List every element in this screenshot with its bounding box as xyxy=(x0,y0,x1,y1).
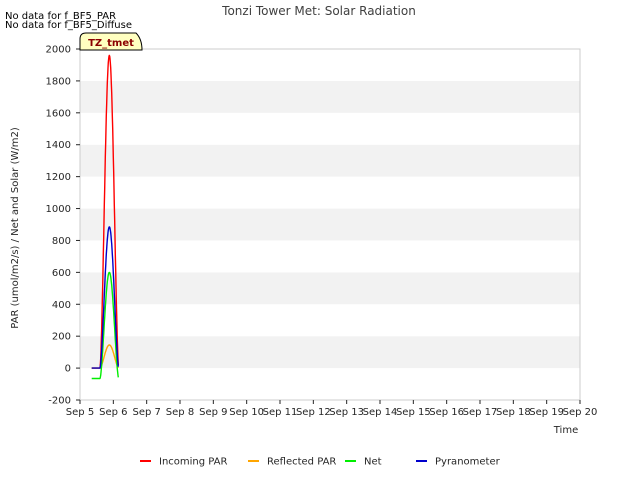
x-tick-label: Sep 17 xyxy=(463,407,498,418)
y-tick-label: 1600 xyxy=(46,108,71,119)
y-tick-label: 1400 xyxy=(46,140,71,151)
series-line-pyranometer xyxy=(91,226,119,369)
grid-band xyxy=(80,304,580,337)
legend-label: Net xyxy=(364,457,382,468)
chart-title: Tonzi Tower Met: Solar Radiation xyxy=(221,4,416,18)
grid-band xyxy=(80,272,580,305)
grid-band xyxy=(80,80,580,113)
x-tick-label: Sep 10 xyxy=(229,407,264,418)
grid-band xyxy=(80,336,580,369)
x-tick-label: Sep 5 xyxy=(66,407,94,418)
x-tick-label: Sep 13 xyxy=(329,407,364,418)
y-tick-label: 200 xyxy=(52,332,71,343)
x-tick-label: Sep 8 xyxy=(166,407,194,418)
y-tick-label: 1000 xyxy=(46,204,71,215)
y-tick-label: 2000 xyxy=(46,45,71,56)
y-tick-label: 400 xyxy=(52,300,71,311)
x-tick-label: Sep 18 xyxy=(496,407,531,418)
grid-band xyxy=(80,176,580,209)
x-tick-label: Sep 15 xyxy=(396,407,431,418)
y-tick-label: -200 xyxy=(48,396,71,407)
no-data-note-par: No data for f_BF5_PAR xyxy=(5,11,116,22)
y-tick-label: 1800 xyxy=(46,76,71,87)
x-tick-label: Sep 9 xyxy=(199,407,227,418)
legend-label: Reflected PAR xyxy=(267,457,336,468)
x-tick-label: Sep 20 xyxy=(563,407,598,418)
y-tick-label: 0 xyxy=(65,364,71,375)
y-axis-label: PAR (umol/m2/s) / Net and Solar (W/m2) xyxy=(10,127,21,329)
x-tick-label: Sep 14 xyxy=(363,407,398,418)
x-axis-label: Time xyxy=(553,425,578,436)
plot-frame xyxy=(79,48,581,401)
site-tag-badge: TZ_tmet xyxy=(79,32,143,51)
grid-band xyxy=(80,208,580,241)
x-tick-label: Sep 6 xyxy=(99,407,127,418)
y-tick-label: 1200 xyxy=(46,172,71,183)
y-tick-label: 600 xyxy=(52,268,71,279)
series-lines xyxy=(91,54,119,380)
legend: Incoming PAR Reflected PAR Net Pyranometer xyxy=(140,457,501,468)
no-data-note-diffuse: No data for f_BF5_Diffuse xyxy=(5,20,132,31)
grid-band xyxy=(80,49,580,81)
y-tick-label: 800 xyxy=(52,236,71,247)
y-axis-ticks: -200 0 200 400 600 800 1000 1200 1400 1600 1800 200… xyxy=(46,45,80,407)
legend-label: Incoming PAR xyxy=(159,457,228,468)
grid-band xyxy=(80,144,580,177)
x-tick-label: Sep 12 xyxy=(296,407,331,418)
grid-band xyxy=(80,368,580,400)
site-tag-label: TZ_tmet xyxy=(88,38,134,49)
plot-background-bands xyxy=(80,49,580,400)
x-tick-label: Sep 7 xyxy=(132,407,160,418)
series-line-net xyxy=(91,271,119,380)
x-tick-label: Sep 11 xyxy=(263,407,298,418)
legend-label: Pyranometer xyxy=(435,457,501,468)
grid-band xyxy=(80,112,580,145)
x-tick-label: Sep 19 xyxy=(529,407,564,418)
grid-band xyxy=(80,240,580,273)
series-line-incoming-par xyxy=(91,54,119,369)
x-tick-label: Sep 16 xyxy=(429,407,464,418)
